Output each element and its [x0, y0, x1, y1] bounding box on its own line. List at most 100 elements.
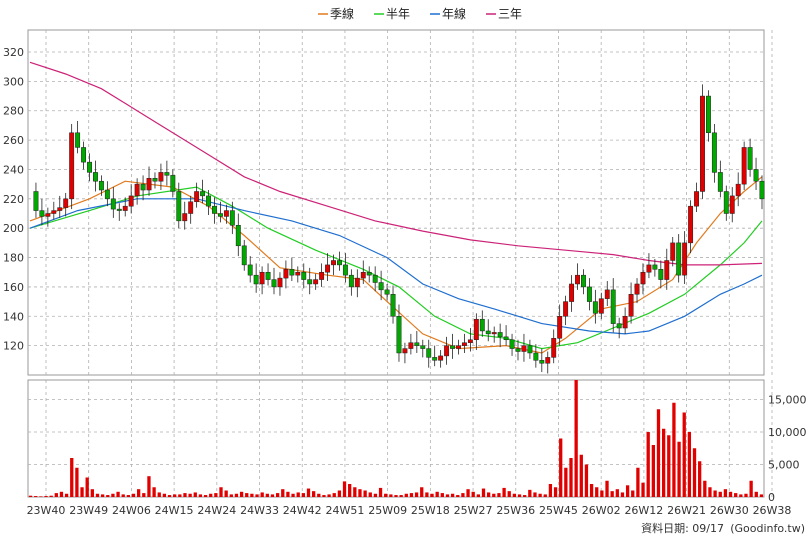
candle-body-6 [63, 198, 69, 208]
volume-bar-77 [420, 487, 424, 497]
volume-bar-29 [173, 494, 177, 497]
x-tick-24W15: 24W15 [155, 504, 194, 517]
candle-body-99 [616, 323, 622, 329]
volume-bar-8 [64, 493, 69, 497]
candle-body-100 [622, 316, 628, 329]
candle-body-65 [414, 342, 420, 346]
candle-body-104 [646, 264, 652, 273]
volume-bar-50 [281, 489, 285, 497]
ma-line-4 [29, 61, 763, 266]
candle-body-66 [420, 345, 426, 349]
candle-body-34 [229, 210, 235, 226]
legend-label-2: 半年 [386, 7, 410, 21]
volume-bar-141 [749, 480, 753, 497]
volume-bar-126 [672, 402, 676, 497]
x-tick-25W45: 25W45 [539, 504, 578, 517]
candle-body-56 [360, 271, 366, 279]
x-tick-25W36: 25W36 [496, 504, 535, 517]
volume-bar-143 [759, 494, 764, 497]
candle-body-10 [87, 161, 92, 173]
candle-body-98 [610, 289, 616, 324]
candle-body-71 [450, 345, 455, 349]
candle-body-7 [69, 132, 75, 200]
candle-body-49 [319, 271, 325, 280]
candle-body-123 [759, 180, 765, 200]
volume-bar-86 [466, 489, 470, 497]
price-y-axis: 120 140 160 180 200 220 240 260 280 300 320 [3, 46, 24, 353]
candle-body-58 [372, 274, 378, 283]
candle-body-108 [670, 242, 676, 261]
volume-grid [27, 379, 773, 498]
volume-bar-17 [111, 493, 115, 497]
volume-bar-103 [553, 487, 558, 497]
price-tick-220: 220 [3, 193, 24, 206]
x-tick-25W18: 25W18 [411, 504, 450, 517]
volume-bar-7 [59, 491, 64, 497]
candle-body-110 [682, 242, 688, 276]
legend-label-4: 三年 [498, 7, 522, 21]
candle-body-105 [652, 264, 658, 270]
volume-bar-68 [373, 493, 378, 497]
volume-bar-66 [363, 490, 367, 497]
volume-bar-53 [296, 492, 300, 497]
volume-bar-94 [507, 491, 511, 497]
candle-body-50 [325, 264, 331, 273]
volume-bar-52 [291, 493, 295, 497]
candle-body-86 [539, 360, 545, 364]
volume-bar-90 [486, 492, 491, 497]
candle-body-54 [348, 274, 354, 288]
candle-body-29 [200, 191, 206, 197]
volume-bar-11 [80, 487, 84, 497]
volume-bar-5 [49, 495, 53, 497]
volume-bar-88 [476, 494, 480, 497]
candle-body-72 [456, 345, 461, 349]
price-tick-140: 140 [3, 310, 24, 323]
volume-bar-13 [90, 489, 94, 497]
candle-body-75 [473, 318, 479, 341]
candle-body-102 [634, 283, 640, 295]
volume-bar-47 [265, 493, 269, 497]
volume-bar-6 [54, 493, 58, 497]
candle-body-27 [188, 201, 194, 214]
moving-averages [29, 61, 763, 354]
candle-body-78 [491, 332, 497, 335]
candle-body-11 [93, 172, 98, 182]
volume-bar-95 [512, 493, 517, 497]
price-tick-240: 240 [3, 163, 24, 176]
volume-bar-22 [137, 489, 141, 497]
volume-bar-35 [203, 495, 208, 497]
candle-body-31 [212, 205, 217, 214]
volume-bar-54 [301, 493, 306, 497]
volume-bar-121 [646, 432, 650, 497]
volume-bar-111 [595, 487, 599, 497]
price-grid [27, 29, 773, 376]
volume-bar-64 [353, 487, 357, 497]
candle-body-88 [551, 338, 557, 358]
candle-body-42 [277, 277, 283, 288]
candle-body-45 [295, 271, 301, 276]
volume-bar-81 [440, 493, 444, 497]
volume-bar-91 [492, 493, 496, 497]
volume-bar-120 [641, 482, 645, 497]
candle-body-81 [509, 339, 515, 349]
candle-body-33 [223, 210, 229, 217]
volume-bar-57 [317, 493, 321, 497]
volume-bar-34 [198, 494, 203, 497]
candle-body-37 [247, 264, 253, 276]
volume-bar-72 [394, 495, 398, 497]
price-tick-120: 120 [3, 340, 24, 353]
volume-bar-3 [39, 496, 43, 497]
volume-bar-2 [34, 496, 38, 497]
candle-body-91 [569, 283, 575, 302]
volume-bar-114 [610, 491, 614, 497]
volume-bar-137 [728, 491, 733, 497]
volume-bar-79 [430, 493, 434, 497]
volume-bar-101 [543, 494, 547, 497]
x-axis: 23W40 23W49 24W06 24W15 24W24 24W33 24W42 24W51… [27, 504, 792, 517]
volume-bar-135 [718, 491, 722, 497]
candle-body-59 [378, 282, 384, 291]
candle-body-55 [354, 277, 360, 288]
candle-body-79 [497, 332, 503, 338]
